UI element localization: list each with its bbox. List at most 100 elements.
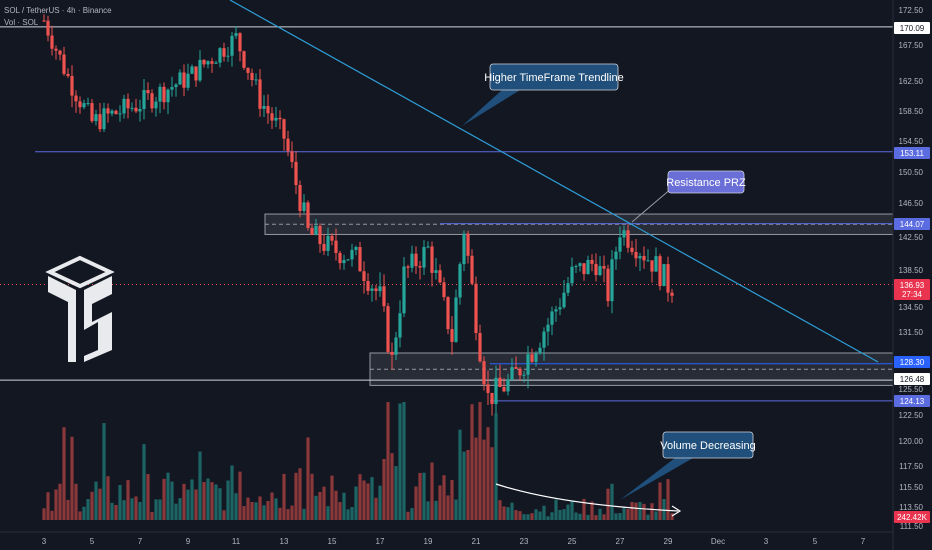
candle-body [382,286,386,307]
candle-body [438,270,442,283]
candle-body [654,256,658,272]
volume-bar [462,451,466,520]
candle-body [126,98,130,109]
volume-bar [274,498,278,520]
price-tag-label: 242.42K [897,513,927,522]
price-tag [894,22,930,34]
volume-bar [642,503,646,520]
candle-body [222,48,226,57]
volume-bar [70,436,74,520]
price-tag [894,356,930,368]
candle-body [242,51,246,68]
volume-bar [50,510,54,520]
candle-body [510,367,514,380]
candle-body [310,227,314,235]
levels-layer [0,26,893,402]
volume-bar [122,500,126,520]
candle-body [542,331,546,348]
higher-timeframe-trendline [229,0,879,363]
candle-body [150,93,154,109]
volume-bar [362,480,366,520]
volume-bar [322,486,326,520]
candle-body [338,252,342,264]
time-tick-label: 13 [280,537,289,546]
time-tick-label: 15 [328,537,337,546]
price-tag [894,395,930,407]
candle-body [634,251,638,259]
volume-bar [246,497,250,520]
volume-callout: Volume Decreasing [620,431,756,500]
candle-body [426,246,430,248]
candle-body [114,110,118,115]
candle-body [54,48,58,51]
candle-body [658,256,662,287]
candle-body [58,50,62,55]
volume-bar [42,508,46,520]
volume-bar [454,499,458,520]
candle-body [474,283,478,333]
price-tag-label: 170.09 [900,24,925,33]
candle-body [190,66,194,74]
volume-bar [350,507,354,520]
volume-bar [442,475,446,520]
candle-body [558,307,562,310]
volume-bar [470,404,474,520]
candle-body [46,20,50,36]
candle-body [370,288,374,291]
volume-bar [670,513,674,520]
volume-bar [242,506,246,520]
volume-bar [214,484,218,520]
candle-body [62,54,66,74]
volume-bar [262,505,266,520]
price-tick-label: 120.00 [899,437,924,446]
candle-body [518,368,522,376]
candle-body [346,259,350,261]
price-tick-label: 146.50 [899,199,924,208]
price-tag [894,373,930,385]
volume-bar [98,488,102,520]
candle-body [514,367,518,369]
candle-body [494,377,498,405]
volume-bar [538,511,542,520]
volume-bar [254,502,258,520]
callout-label: Higher TimeFrame Trendline [484,72,623,84]
candle-body [82,103,86,108]
candle-body [130,107,134,109]
price-tick-label: 138.50 [899,266,924,275]
candle-body [282,119,286,139]
price-tick-label: 122.50 [899,411,924,420]
volume-bar [334,490,338,520]
volume-bar [602,514,606,520]
candle-body [422,247,426,268]
volume-bar [170,481,174,520]
candle-body [530,354,534,362]
volume-decreasing-curve [495,483,679,512]
volume-bar [230,465,234,520]
candle-body [366,281,370,291]
volume-bar [614,513,618,520]
volume-bar [126,480,130,520]
volume-bar [62,427,66,520]
volume-bar [54,489,58,520]
candle-body [134,107,138,112]
candle-body [238,33,242,52]
volume-bar [658,482,662,520]
candle-body [342,260,346,264]
candle-body [466,233,470,256]
candle-body [446,297,450,330]
volume-bar [630,501,634,520]
trendline-callout: Higher TimeFrame Trendline [462,63,624,126]
volume-bar [434,500,438,520]
volume-bar [430,462,434,520]
volume-bar [366,483,370,520]
volume-bar [542,505,546,520]
volume-bar [662,498,666,520]
candle-body [526,354,530,375]
candle-body [254,79,258,81]
candle-body [582,263,586,275]
volume-bar [586,514,590,520]
volume-bar [114,504,118,520]
volume-bar [506,507,510,520]
candle-body [330,235,334,241]
